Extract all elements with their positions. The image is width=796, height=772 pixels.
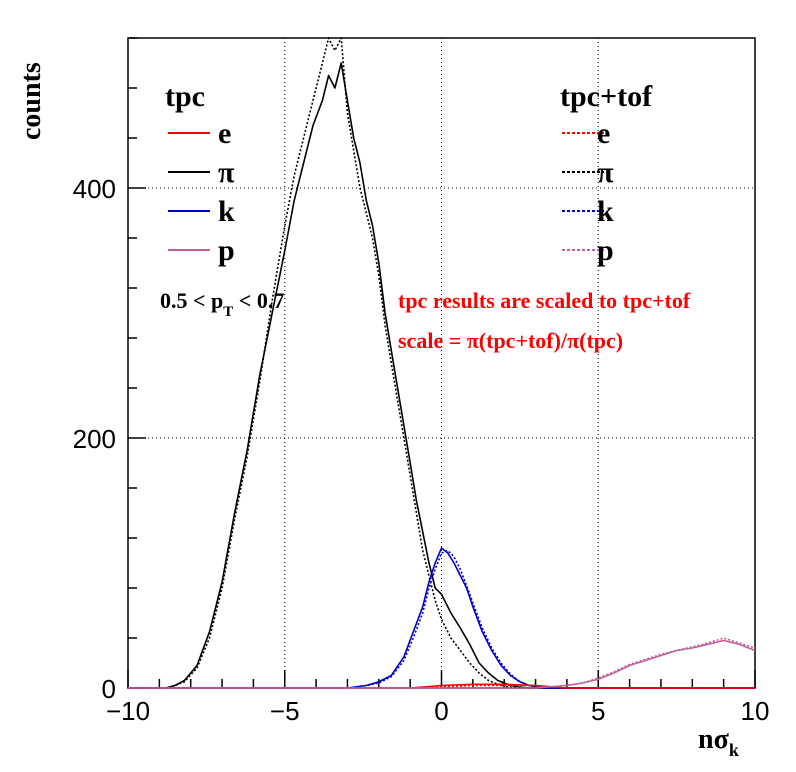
legend-label: e <box>597 117 610 150</box>
legend-label: π <box>597 156 614 189</box>
pt-range-label: 0.5 < pT < 0.7 <box>160 288 284 320</box>
x-tick-label: 5 <box>591 696 605 726</box>
series-line <box>128 637 756 689</box>
x-tick-label: 10 <box>741 696 770 726</box>
y-tick-label: 400 <box>73 174 116 204</box>
grid <box>128 38 755 688</box>
annotation-scaled: tpc results are scaled to tpc+tof <box>398 288 691 313</box>
pt-range-suffix: < 0.7 <box>233 288 284 313</box>
axis-ticks: −10 −5 0 5 10 0 200 400 <box>73 37 770 726</box>
legend-label: e <box>218 117 231 150</box>
pt-range-sub: T <box>223 304 233 320</box>
pt-range-prefix: 0.5 < p <box>160 288 223 313</box>
y-axis-title: counts <box>16 62 47 140</box>
x-axis-title-sub: k <box>729 740 739 760</box>
legend-label: k <box>597 195 614 228</box>
x-tick-label: −10 <box>106 696 150 726</box>
x-tick-label: −5 <box>270 696 300 726</box>
legend-label: π <box>218 156 235 189</box>
series-line <box>128 62 755 689</box>
x-tick-label: 0 <box>434 696 448 726</box>
data-series <box>128 37 756 689</box>
legend-tpc-header: tpc <box>165 80 205 113</box>
y-tick-label: 200 <box>73 424 116 454</box>
legend-label: k <box>218 195 235 228</box>
series-line <box>128 549 755 689</box>
legend-tpc-tof-header: tpc+tof <box>560 80 653 113</box>
y-tick-label: 0 <box>102 674 116 704</box>
legend-label: p <box>218 234 235 267</box>
x-axis-title: nσk <box>698 724 739 760</box>
x-axis-title-main: nσ <box>698 724 730 755</box>
legend-label: p <box>597 234 614 267</box>
annotation-scale-formula: scale = π(tpc+tof)/π(tpc) <box>398 328 623 353</box>
